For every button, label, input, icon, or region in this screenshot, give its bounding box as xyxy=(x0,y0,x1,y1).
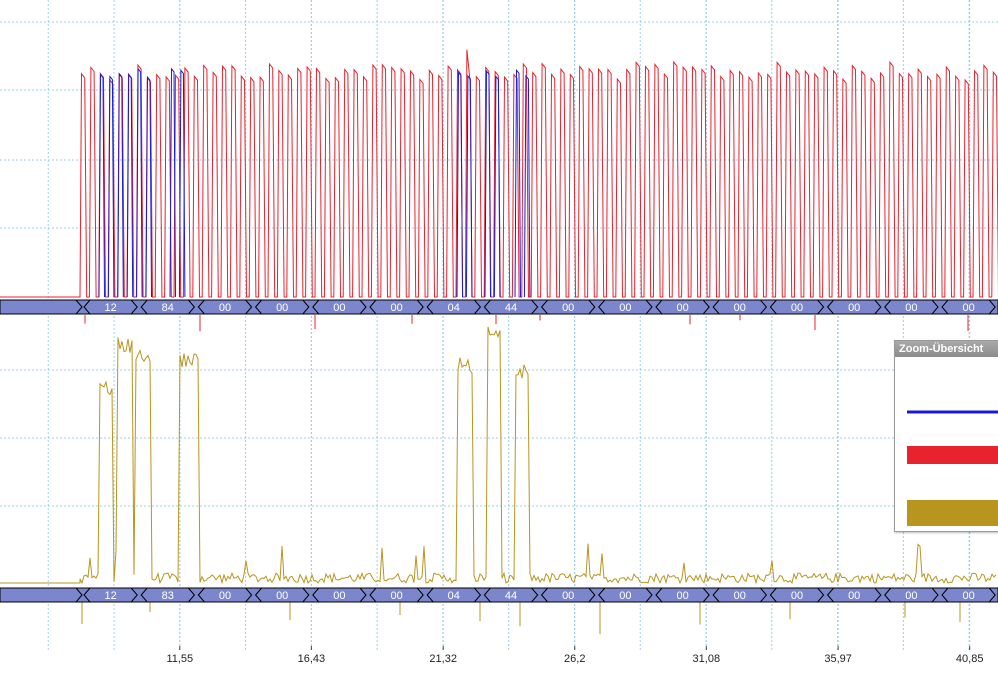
bottom-decoder-segment[interactable] xyxy=(941,587,996,603)
bottom-decoder-byte-label: 00 xyxy=(848,590,860,602)
top-decoder-segment[interactable] xyxy=(254,299,310,315)
bottom-decoder-byte-label: 04 xyxy=(448,590,460,602)
bottom-decoder-segment[interactable] xyxy=(197,587,253,603)
top-series-red xyxy=(0,49,998,298)
top-series-blue-burst xyxy=(484,69,501,298)
top-decoder-byte-label: 00 xyxy=(848,302,860,314)
zoom-overview-body xyxy=(895,358,998,531)
top-decoder-segment[interactable] xyxy=(197,299,253,315)
zoom-overview-traces xyxy=(907,410,998,526)
bottom-series-gold xyxy=(0,326,997,585)
bottom-decoder-byte-label: 00 xyxy=(333,590,345,602)
bottom-decoder-byte-label: 00 xyxy=(962,590,974,602)
bottom-decoder-byte-label: 44 xyxy=(505,590,517,602)
bottom-decoder-byte-label: 00 xyxy=(905,590,917,602)
x-tick-label: 16,43 xyxy=(298,653,326,665)
top-decoder-byte-label: 00 xyxy=(962,302,974,314)
bottom-decoder-segment[interactable] xyxy=(769,587,825,603)
top-decoder-segment[interactable] xyxy=(83,299,138,315)
top-decoder-segment[interactable] xyxy=(655,299,710,315)
bottom-decoder-segment-lead xyxy=(0,587,83,603)
top-decoder-segment[interactable] xyxy=(884,299,939,315)
top-decoder-bar: 1284000000000444000000000000000000 xyxy=(0,299,998,315)
top-decoder-segment[interactable] xyxy=(483,299,539,315)
top-series-blue-burst xyxy=(456,71,473,298)
bottom-decoder-byte-label: 00 xyxy=(791,590,803,602)
bottom-decoder-byte-label: 00 xyxy=(390,590,402,602)
x-tick-label: 35,97 xyxy=(824,653,852,665)
top-decoder-segment[interactable] xyxy=(312,299,367,315)
top-series-blue-burst xyxy=(514,68,531,298)
bottom-decoder-byte-label: 00 xyxy=(219,590,231,602)
top-decoder-byte-label: 00 xyxy=(219,302,231,314)
top-decoder-byte-label: 44 xyxy=(505,302,517,314)
top-decoder-byte-label: 00 xyxy=(791,302,803,314)
bottom-decoder-byte-label: 12 xyxy=(104,590,116,602)
top-decoder-byte-label: 00 xyxy=(276,302,288,314)
zoom-trace-gold xyxy=(907,500,998,526)
top-decoder-byte-label: 04 xyxy=(448,302,460,314)
top-decoder-byte-label: 00 xyxy=(676,302,688,314)
top-decoder-segment[interactable] xyxy=(140,299,196,315)
bottom-decoder-segment[interactable] xyxy=(712,587,768,603)
bottom-decoder-byte-label: 00 xyxy=(676,590,688,602)
zoom-trace-red xyxy=(907,446,998,464)
x-tick-label: 31,08 xyxy=(693,653,721,665)
top-decoder-byte-label: 84 xyxy=(162,302,174,314)
top-series-blue-burst xyxy=(98,67,152,298)
x-tick-label: 21,32 xyxy=(429,653,457,665)
zoom-overview-panel[interactable]: Zoom-Übersicht xyxy=(894,340,998,532)
bottom-decoder-segment[interactable] xyxy=(140,587,196,603)
zoom-overview-title: Zoom-Übersicht xyxy=(895,341,998,357)
x-tick-label: 11,55 xyxy=(166,653,193,665)
bottom-decoder-byte-label: 00 xyxy=(619,590,631,602)
bottom-decoder-segment[interactable] xyxy=(426,587,482,603)
bottom-decoder-byte-label: 00 xyxy=(734,590,746,602)
bottom-decoder-byte-label: 00 xyxy=(276,590,288,602)
top-decoder-byte-label: 00 xyxy=(390,302,402,314)
top-channel-traces xyxy=(0,49,998,332)
bottom-decoder-segment[interactable] xyxy=(483,587,539,603)
top-decoder-segment[interactable] xyxy=(369,299,424,315)
bottom-decoder-segment[interactable] xyxy=(884,587,939,603)
bottom-decoder-segment[interactable] xyxy=(655,587,710,603)
top-decoder-segment[interactable] xyxy=(540,299,596,315)
top-decoder-byte-label: 00 xyxy=(619,302,631,314)
top-series-blue-burst xyxy=(169,67,186,298)
bottom-decoder-segment[interactable] xyxy=(83,587,138,603)
top-decoder-byte-label: 00 xyxy=(734,302,746,314)
bottom-decoder-segment[interactable] xyxy=(540,587,596,603)
top-decoder-byte-label: 00 xyxy=(333,302,345,314)
x-tick-label: 40,85 xyxy=(956,653,984,665)
bottom-decoder-bar: 1283000000000444000000000000000000 xyxy=(0,587,998,603)
top-decoder-byte-label: 00 xyxy=(562,302,574,314)
top-decoder-segment[interactable] xyxy=(769,299,825,315)
bottom-decoder-segment[interactable] xyxy=(826,587,882,603)
x-axis: 11,55 16,43 21,32 26,2 31,08 35,97 40,85 xyxy=(166,646,983,665)
top-decoder-segment[interactable] xyxy=(426,299,482,315)
x-tick-label: 26,2 xyxy=(564,653,585,665)
top-decoder-segment-lead xyxy=(0,299,83,315)
bottom-decoder-segment[interactable] xyxy=(598,587,653,603)
top-decoder-segment[interactable] xyxy=(712,299,768,315)
top-decoder-byte-label: 00 xyxy=(905,302,917,314)
bottom-decoder-segment[interactable] xyxy=(312,587,367,603)
top-decoder-segment[interactable] xyxy=(598,299,653,315)
top-decoder-segment[interactable] xyxy=(826,299,882,315)
top-decoder-byte-label: 12 xyxy=(104,302,116,314)
bottom-decoder-segment[interactable] xyxy=(254,587,310,603)
top-decoder-segment[interactable] xyxy=(941,299,996,315)
bottom-decoder-segment[interactable] xyxy=(369,587,424,603)
grid xyxy=(0,0,998,650)
bottom-decoder-byte-label: 83 xyxy=(162,590,174,602)
bottom-decoder-byte-label: 00 xyxy=(562,590,574,602)
